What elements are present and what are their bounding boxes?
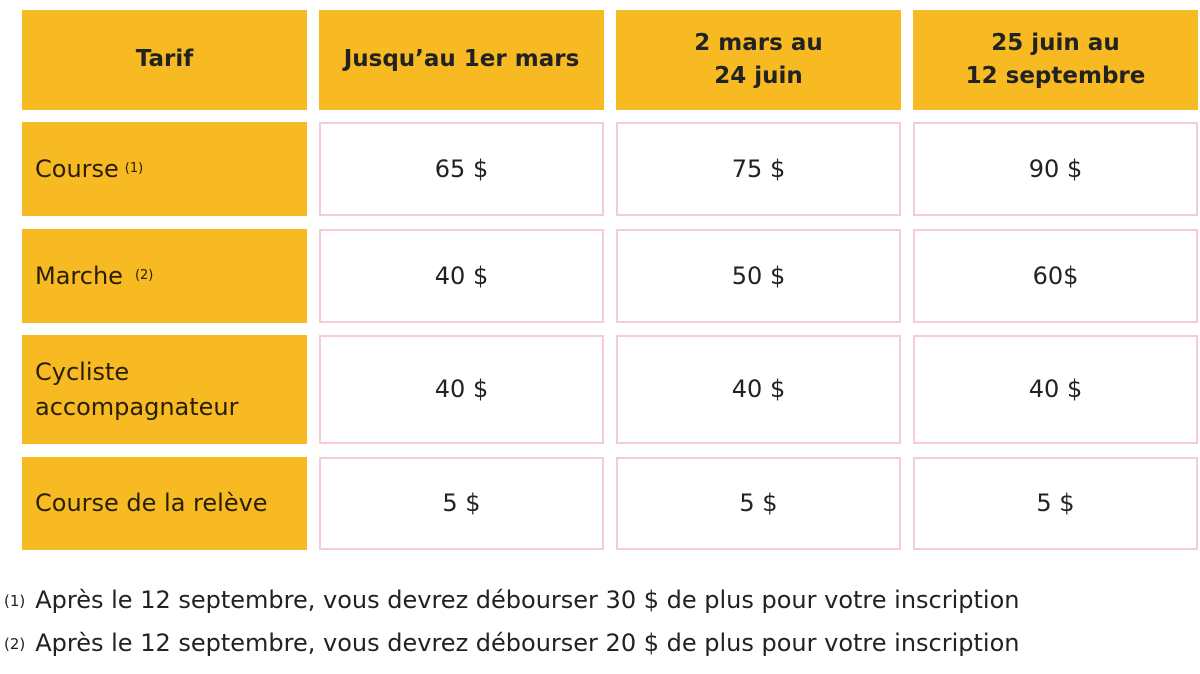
- column-header-text: 25 juin au 12 septembre: [965, 29, 1146, 89]
- footnote-marker: (2): [4, 635, 26, 653]
- row-label: Course de la relève: [22, 457, 307, 550]
- price-cell: 50 $: [616, 229, 901, 323]
- price-cell: 5 $: [913, 457, 1198, 550]
- price-cell: 75 $: [616, 122, 901, 216]
- price-cell: 90 $: [913, 122, 1198, 216]
- row-label-text: Marche: [35, 261, 123, 290]
- price-cell-text: 40 $: [434, 375, 489, 404]
- price-cell-text: 40 $: [1028, 375, 1083, 404]
- price-cell-text: 40 $: [731, 375, 786, 404]
- column-header-text: Jusqu’au 1er mars: [343, 46, 580, 73]
- row-label-text: Course de la relève: [35, 489, 268, 518]
- row-label: Marche (2): [22, 229, 307, 323]
- column-header-text: 2 mars au 24 juin: [694, 29, 823, 89]
- column-header: Tarif: [22, 10, 307, 110]
- row-label-text: Course: [35, 154, 119, 183]
- price-cell: 40 $: [913, 335, 1198, 444]
- row-label-text: Cycliste accompagnateur: [35, 357, 239, 421]
- column-header-text: Tarif: [135, 46, 194, 73]
- price-cell-text: 60$: [1032, 261, 1079, 290]
- column-header: Jusqu’au 1er mars: [319, 10, 604, 110]
- price-cell-text: 5 $: [442, 489, 481, 518]
- row-label: Cycliste accompagnateur: [22, 335, 307, 444]
- price-cell-text: 5 $: [739, 489, 778, 518]
- price-cell: 60$: [913, 229, 1198, 323]
- price-cell-text: 90 $: [1028, 154, 1083, 183]
- footnote-ref: (1): [124, 160, 144, 176]
- price-cell-text: 75 $: [731, 154, 786, 183]
- price-cell: 65 $: [319, 122, 604, 216]
- price-cell: 40 $: [616, 335, 901, 444]
- price-cell: 40 $: [319, 335, 604, 444]
- footnote: (2) Après le 12 septembre, vous devrez dé…: [4, 629, 1019, 657]
- footnote-text: Après le 12 septembre, vous devrez débou…: [35, 586, 1020, 614]
- footnote-text: Après le 12 septembre, vous devrez débou…: [35, 629, 1020, 657]
- column-header: 2 mars au 24 juin: [616, 10, 901, 110]
- footnote-marker: (1): [4, 592, 26, 610]
- price-cell-text: 65 $: [434, 154, 489, 183]
- price-cell-text: 5 $: [1036, 489, 1075, 518]
- column-header: 25 juin au 12 septembre: [913, 10, 1198, 110]
- footnote: (1) Après le 12 septembre, vous devrez dé…: [4, 586, 1019, 614]
- price-cell-text: 50 $: [731, 261, 786, 290]
- price-cell: 40 $: [319, 229, 604, 323]
- footnote-ref: (2): [134, 267, 154, 283]
- price-cell: 5 $: [616, 457, 901, 550]
- row-label: Course (1): [22, 122, 307, 216]
- price-cell: 5 $: [319, 457, 604, 550]
- price-cell-text: 40 $: [434, 261, 489, 290]
